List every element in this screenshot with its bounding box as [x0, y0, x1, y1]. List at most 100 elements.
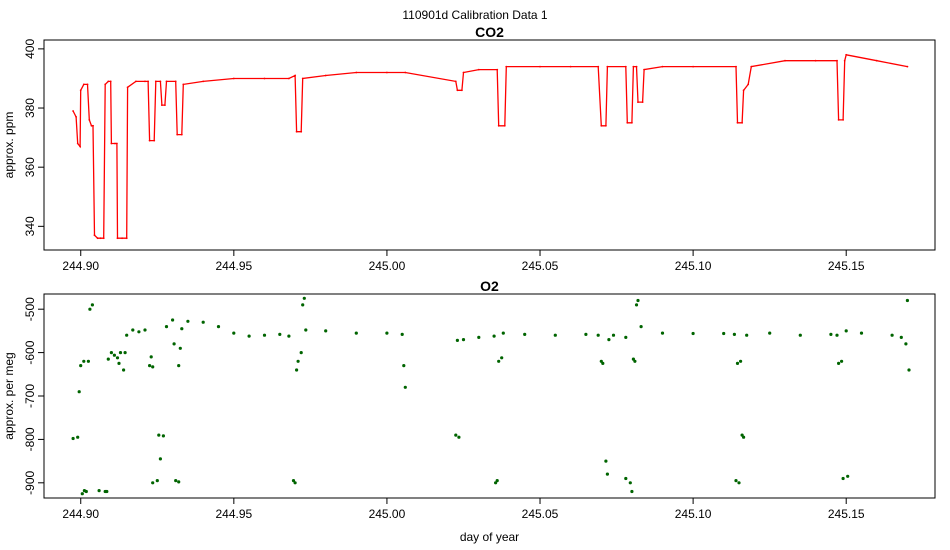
co2-data-point	[263, 77, 266, 80]
co2-data-point	[742, 89, 745, 92]
o2-data-point	[639, 325, 643, 329]
o2-data-point	[174, 479, 178, 483]
o2-data-point	[844, 329, 848, 333]
o2-panel: O2 244.90 244.95 245.00 245.05 245.10 245.15 -9…	[2, 278, 936, 521]
o2-data-point	[164, 325, 169, 329]
o2-data-point	[835, 333, 839, 337]
o2-data-point	[143, 328, 147, 332]
co2-data-point	[180, 133, 183, 136]
co2-data-point	[102, 237, 105, 240]
co2-data-point	[79, 89, 82, 92]
o2-data-point	[907, 368, 911, 372]
o2-data-point	[607, 338, 611, 342]
o2-data-point	[71, 436, 75, 441]
co2-data-point	[147, 80, 150, 83]
o2-data-point	[523, 332, 527, 336]
co2-data-point	[643, 68, 645, 71]
o2-data-point	[171, 318, 175, 322]
co2-data-point	[477, 68, 480, 71]
co2-chart-title: CO2	[475, 24, 504, 40]
o2-data-point	[77, 390, 81, 394]
co2-data-point	[109, 80, 112, 83]
co2-data-point	[72, 110, 74, 112]
co2-y-axis-label: approx. ppm	[2, 112, 16, 179]
o2-data-point	[278, 332, 282, 336]
co2-data-point	[153, 139, 156, 142]
o2-data-point	[905, 298, 910, 303]
o2-data-point	[180, 327, 184, 331]
o2-x-tick-label: 244.90	[62, 507, 99, 521]
o2-data-point	[216, 325, 221, 329]
co2-data-point	[496, 68, 499, 71]
o2-data-point	[299, 351, 303, 355]
o2-data-point	[660, 331, 665, 335]
co2-x-tick-label: 245.00	[369, 259, 406, 273]
o2-y-tick-label: -800	[23, 427, 37, 451]
o2-data-point	[734, 479, 738, 483]
o2-data-point	[636, 298, 640, 303]
o2-plot-frame	[43, 293, 936, 499]
o2-data-point	[79, 364, 83, 368]
o2-data-point	[157, 433, 161, 437]
o2-data-point	[201, 320, 205, 324]
co2-data-point	[814, 59, 817, 62]
o2-data-point	[178, 346, 182, 350]
o2-data-point	[232, 331, 236, 335]
co2-data-point	[784, 59, 786, 62]
o2-data-point	[131, 328, 135, 332]
co2-data-point	[641, 101, 644, 103]
o2-data-point	[630, 489, 634, 494]
co2-data-point	[875, 59, 878, 62]
co2-data-point	[176, 133, 179, 136]
co2-data-point	[107, 80, 110, 83]
co2-data-point	[93, 234, 96, 237]
o2-data-point	[742, 435, 746, 439]
o2-x-tick-label: 244.95	[215, 507, 252, 521]
o2-data-point	[495, 479, 499, 483]
o2-data-point	[500, 356, 504, 360]
co2-data-point	[750, 65, 753, 68]
o2-data-point	[841, 476, 845, 481]
o2-data-point	[461, 338, 466, 342]
co2-data-point	[569, 65, 572, 68]
co2-data-point	[301, 77, 304, 80]
co2-data-point	[692, 65, 694, 68]
co2-data-point	[605, 124, 607, 127]
co2-data-point	[631, 121, 633, 124]
o2-data-point	[291, 479, 296, 483]
o2-data-point	[123, 351, 127, 355]
o2-data-point	[501, 331, 505, 335]
co2-data-point	[114, 142, 116, 145]
o2-data-point	[739, 359, 743, 363]
o2-data-point	[899, 335, 903, 339]
co2-data-point	[295, 130, 298, 133]
co2-data-point	[386, 71, 388, 74]
co2-data-point	[324, 74, 327, 77]
co2-data-point	[182, 83, 185, 86]
co2-data-point	[462, 71, 465, 74]
co2-data-point	[88, 119, 91, 121]
o2-data-point	[302, 296, 306, 300]
o2-data-point	[301, 303, 305, 307]
o2-x-tick-label: 245.10	[675, 507, 712, 521]
o2-y-tick-label: -500	[23, 297, 37, 321]
co2-x-tick-label: 245.10	[675, 259, 712, 273]
o2-data-point	[402, 364, 406, 368]
o2-data-point	[149, 355, 153, 359]
co2-data-point	[355, 71, 358, 74]
co2-x-tick-label: 244.90	[62, 259, 99, 273]
o2-data-point	[457, 435, 461, 439]
o2-data-point	[611, 333, 616, 337]
o2-data-point	[296, 359, 300, 363]
co2-data-point	[144, 80, 146, 83]
o2-data-point	[109, 351, 113, 355]
co2-y-tick-label: 400	[23, 39, 37, 59]
o2-data-point	[768, 331, 772, 335]
co2-data-point	[174, 80, 177, 83]
co2-data-point	[497, 124, 500, 127]
co2-data-point	[121, 237, 123, 240]
o2-data-point	[324, 329, 328, 333]
co2-data-point	[75, 116, 77, 118]
co2-data-point	[845, 53, 848, 56]
co2-data-point	[82, 83, 85, 86]
